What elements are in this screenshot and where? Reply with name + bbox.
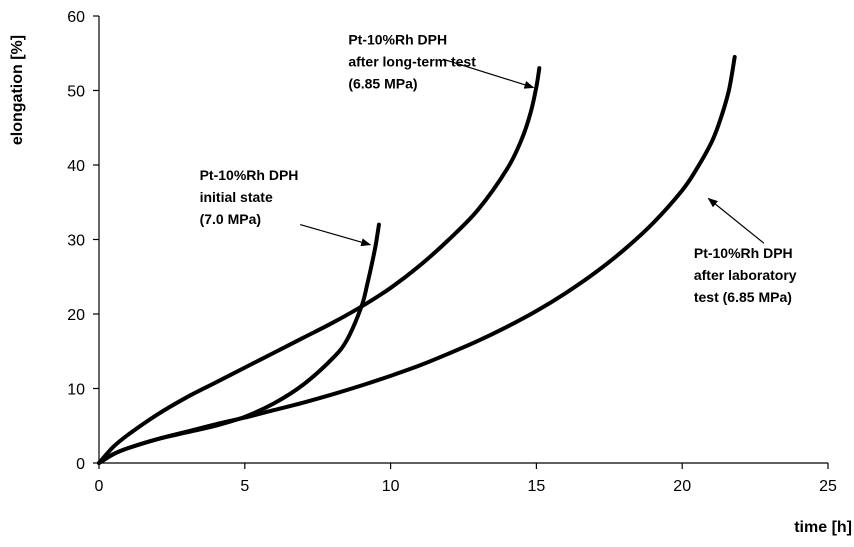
series-line-3 [97, 54, 737, 465]
annotation-arrow [300, 224, 372, 247]
x-tick-label: 10 [382, 478, 400, 495]
x-tick-label: 15 [528, 478, 546, 495]
annotation-line: Pt-10%Rh DPH [694, 245, 793, 261]
y-tick-label: 0 [76, 456, 85, 473]
annotation-line: initial state [200, 189, 273, 205]
annotation-line: (7.0 MPa) [200, 211, 261, 227]
x-tick-label: 5 [240, 478, 249, 495]
annotation-line: Pt-10%Rh DPH [348, 31, 447, 47]
annotation-line: test (6.85 MPa) [694, 289, 792, 305]
y-tick-label: 10 [67, 382, 85, 399]
annotation-2: Pt-10%Rh DPH after long-term test (6.85 MP… [348, 31, 535, 91]
y-tick-label: 60 [67, 9, 85, 26]
x-ticks-group: 0 5 10 15 20 25 [95, 463, 837, 495]
annotation-arrow [442, 58, 535, 89]
annotation-text: Pt-10%Rh DPH after laboratory test (6.85 M… [694, 245, 797, 305]
series-group [97, 54, 737, 465]
x-tick-label: 25 [819, 478, 837, 495]
y-tick-label: 20 [67, 307, 85, 324]
x-tick-label: 20 [673, 478, 691, 495]
annotation-line: after laboratory [694, 267, 797, 283]
x-axis-title: time [h] [794, 519, 852, 536]
y-ticks-group: 0 10 20 30 40 50 60 [67, 9, 99, 473]
annotation-line: after long-term test [348, 53, 476, 69]
y-axis-title: elongation [%] [9, 35, 26, 145]
annotation-text: Pt-10%Rh DPH after long-term test (6.85 MP… [348, 31, 476, 91]
annotation-line: (6.85 MPa) [348, 75, 417, 91]
annotation-arrow [707, 197, 765, 244]
y-tick-label: 40 [67, 158, 85, 175]
y-tick-label: 30 [67, 233, 85, 250]
annotation-line: Pt-10%Rh DPH [200, 167, 299, 183]
annotation-3: Pt-10%Rh DPH after laboratory test (6.85 M… [694, 197, 797, 305]
series-line-2 [97, 66, 542, 465]
annotation-text: Pt-10%Rh DPH initial state (7.0 MPa) [200, 167, 299, 227]
y-tick-label: 50 [67, 84, 85, 101]
annotation-1: Pt-10%Rh DPH initial state (7.0 MPa) [200, 167, 372, 247]
x-tick-label: 0 [95, 478, 104, 495]
annotations-group: Pt-10%Rh DPH initial state (7.0 MPa)Pt-10%… [200, 31, 797, 305]
